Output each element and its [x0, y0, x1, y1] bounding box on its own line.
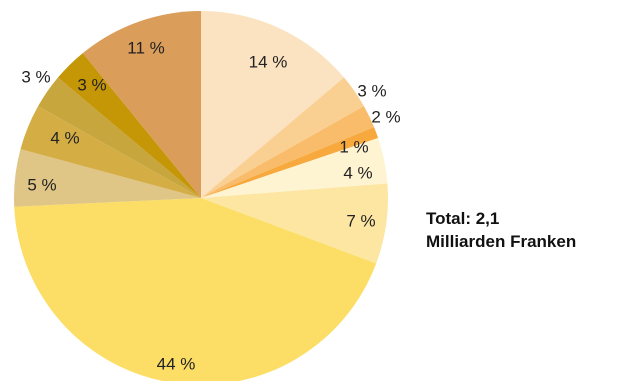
pie-slice-3 [201, 106, 375, 198]
slice-label-4: 1 % [339, 137, 368, 156]
pie-slice-5 [201, 138, 388, 198]
total-caption: Total: 2,1 Milliarden Franken [426, 207, 576, 253]
slice-label-2: 3 % [357, 81, 386, 100]
slice-label-11: 3 % [77, 75, 106, 94]
slice-label-3: 2 % [371, 107, 400, 126]
slice-label-12: 11 % [127, 38, 165, 57]
slice-label-6: 7 % [346, 211, 375, 230]
slice-labels: 14 % 3 % 2 %1 % 4 % 7 % 44 % 5 % 4 % 3 % 3 % 11 % [21, 38, 400, 373]
pie-slice-4 [201, 127, 379, 198]
slice-label-8: 5 % [27, 175, 56, 194]
slice-label-10: 3 % [21, 67, 50, 86]
pie-slice-1 [201, 11, 345, 198]
pie-slice-9 [20, 106, 201, 198]
pie-slices [13, 11, 388, 381]
pie-slice-2 [201, 77, 364, 198]
slice-label-7: 44 % [157, 354, 196, 373]
slice-label-9: 4 % [50, 128, 79, 147]
pie-slice-8 [13, 149, 201, 207]
slice-label-1: 14 % [249, 52, 288, 71]
pie-slice-10 [38, 77, 202, 198]
pie-slice-6 [201, 183, 388, 264]
pie-slice-7 [14, 198, 377, 381]
slice-label-5: 4 % [343, 163, 372, 182]
total-line-1: Total: 2,1 [426, 209, 500, 228]
pie-slice-12 [82, 11, 201, 198]
total-line-2: Milliarden Franken [426, 232, 577, 251]
pie-slice-11 [57, 53, 202, 198]
